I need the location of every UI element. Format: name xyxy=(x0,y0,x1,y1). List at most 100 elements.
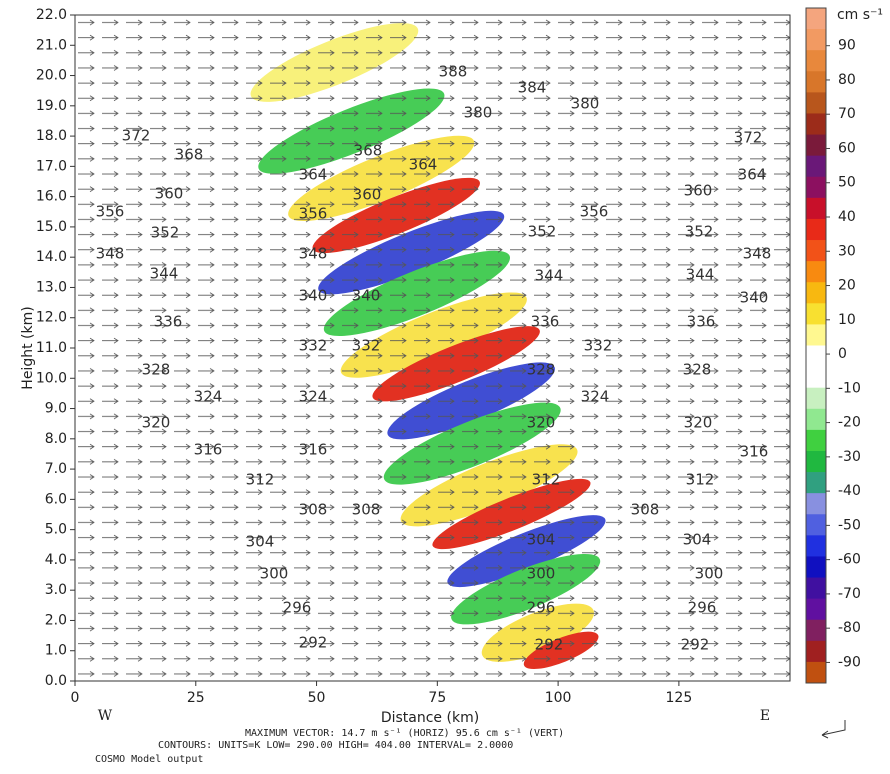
contour-label: 372 xyxy=(122,127,151,145)
y-tick-label: 5.0 xyxy=(45,522,67,538)
colorbar-tick-label: 90 xyxy=(838,38,856,54)
x-tick-label: 0 xyxy=(71,690,80,706)
y-tick-label: 13.0 xyxy=(36,279,67,295)
contour-label: 340 xyxy=(299,287,328,305)
colorbar-swatch xyxy=(806,429,826,452)
x-tick-label: 100 xyxy=(545,690,572,706)
y-tick-label: 12.0 xyxy=(36,310,67,326)
west-label: W xyxy=(98,708,113,724)
contour-label: 324 xyxy=(581,388,610,406)
contour-label: 384 xyxy=(518,79,547,97)
y-tick-label: 19.0 xyxy=(36,98,67,114)
contour-label: 296 xyxy=(283,599,312,617)
colorbar-swatch xyxy=(806,71,826,93)
colorbar-swatch xyxy=(806,155,826,178)
contour-label: 388 xyxy=(439,63,468,81)
contour-label: 332 xyxy=(299,337,328,355)
contour-label: 360 xyxy=(353,186,382,204)
colorbar-swatch xyxy=(806,134,826,157)
y-tick-label: 4.0 xyxy=(45,552,67,568)
colorbar-swatch xyxy=(806,50,826,72)
contour-label: 300 xyxy=(527,565,556,583)
y-label: Height (km) xyxy=(20,306,36,389)
colorbar-swatch xyxy=(806,345,826,368)
contour-label: 316 xyxy=(299,441,328,459)
colorbar-tick-label: 40 xyxy=(838,209,856,225)
contour-label: 308 xyxy=(299,501,328,519)
colorbar-swatch xyxy=(806,514,826,536)
contour-label: 300 xyxy=(695,565,724,583)
y-tick-label: 22.0 xyxy=(36,7,67,23)
contour-label: 328 xyxy=(142,361,171,379)
contour-label: 348 xyxy=(96,245,125,263)
contour-label: 364 xyxy=(299,166,328,184)
footer-vector: MAXIMUM VECTOR: 14.7 m s⁻¹ (HORIZ) 95.6 … xyxy=(245,728,564,739)
colorbar-swatch xyxy=(806,261,826,283)
contour-label: 292 xyxy=(535,636,564,654)
contour-label: 292 xyxy=(299,634,328,652)
contour-label: 356 xyxy=(580,203,609,221)
y-tick-label: 20.0 xyxy=(36,68,67,84)
contour-label: 296 xyxy=(527,599,556,617)
contour-label: 312 xyxy=(246,471,275,489)
y-tick-label: 3.0 xyxy=(45,582,67,598)
colorbar-tick-label: 80 xyxy=(838,72,856,88)
contour-label: 380 xyxy=(571,95,600,113)
colorbar-swatch xyxy=(806,640,826,663)
colorbar-swatch xyxy=(806,303,826,325)
contour-label: 352 xyxy=(151,224,180,242)
footer-contours: CONTOURS: UNITS=K LOW= 290.00 HIGH= 404.… xyxy=(158,740,513,751)
colorbar-swatch xyxy=(806,197,826,220)
contour-label: 332 xyxy=(352,337,381,355)
colorbar-swatch xyxy=(806,29,826,51)
y-tick-label: 6.0 xyxy=(45,491,67,507)
contour-label: 344 xyxy=(150,265,179,283)
contour-label: 320 xyxy=(527,414,556,432)
contour-label: 340 xyxy=(352,287,381,305)
contour-label: 320 xyxy=(142,414,171,432)
colorbar-swatch xyxy=(806,8,826,30)
y-tick-label: 9.0 xyxy=(45,401,67,417)
colorbar-swatch xyxy=(806,113,826,136)
contour-label: 344 xyxy=(535,267,564,285)
y-tick-label: 2.0 xyxy=(45,612,67,628)
y-tick-label: 15.0 xyxy=(36,219,67,235)
colorbar-title: cm s⁻¹ xyxy=(837,7,883,23)
x-tick-label: 75 xyxy=(428,690,446,706)
contour-label: 316 xyxy=(740,443,769,461)
contour-label: 300 xyxy=(260,565,289,583)
y-tick-label: 0.0 xyxy=(45,673,67,689)
colorbar-swatch xyxy=(806,282,826,304)
contour-label: 332 xyxy=(584,337,613,355)
contour-label: 340 xyxy=(740,289,769,307)
contour-label: 308 xyxy=(352,501,381,519)
colorbar-tick-label: -90 xyxy=(838,654,861,670)
contour-label: 324 xyxy=(194,388,223,406)
contour-label: 380 xyxy=(464,104,493,122)
contour-label: 364 xyxy=(409,156,438,174)
colorbar-swatch xyxy=(806,619,826,642)
colorbar-swatch xyxy=(806,535,826,557)
contour-label: 336 xyxy=(687,313,716,331)
contour-label: 336 xyxy=(531,313,560,331)
colorbar-frame xyxy=(805,7,827,684)
y-tick-label: 21.0 xyxy=(36,37,67,53)
colorbar-tick-label: 20 xyxy=(838,278,856,294)
colorbar-tick-label: 70 xyxy=(838,106,856,122)
colorbar-swatch xyxy=(806,598,826,621)
contour-label: 348 xyxy=(299,245,328,263)
colorbar-swatch xyxy=(806,556,826,579)
colorbar-swatch xyxy=(806,92,826,114)
y-tick-label: 1.0 xyxy=(45,643,67,659)
colorbar-swatch xyxy=(806,387,826,410)
colorbar-tick-label: 30 xyxy=(838,243,856,259)
field xyxy=(75,15,790,681)
contour-label: 352 xyxy=(685,223,714,241)
y-tick-label: 18.0 xyxy=(36,128,67,144)
contour-label: 372 xyxy=(734,129,763,147)
contour-label: 360 xyxy=(155,185,184,203)
contour-label: 328 xyxy=(527,361,556,379)
y-tick-label: 11.0 xyxy=(36,340,67,356)
contour-label: 308 xyxy=(631,501,660,519)
y-tick-label: 8.0 xyxy=(45,431,67,447)
